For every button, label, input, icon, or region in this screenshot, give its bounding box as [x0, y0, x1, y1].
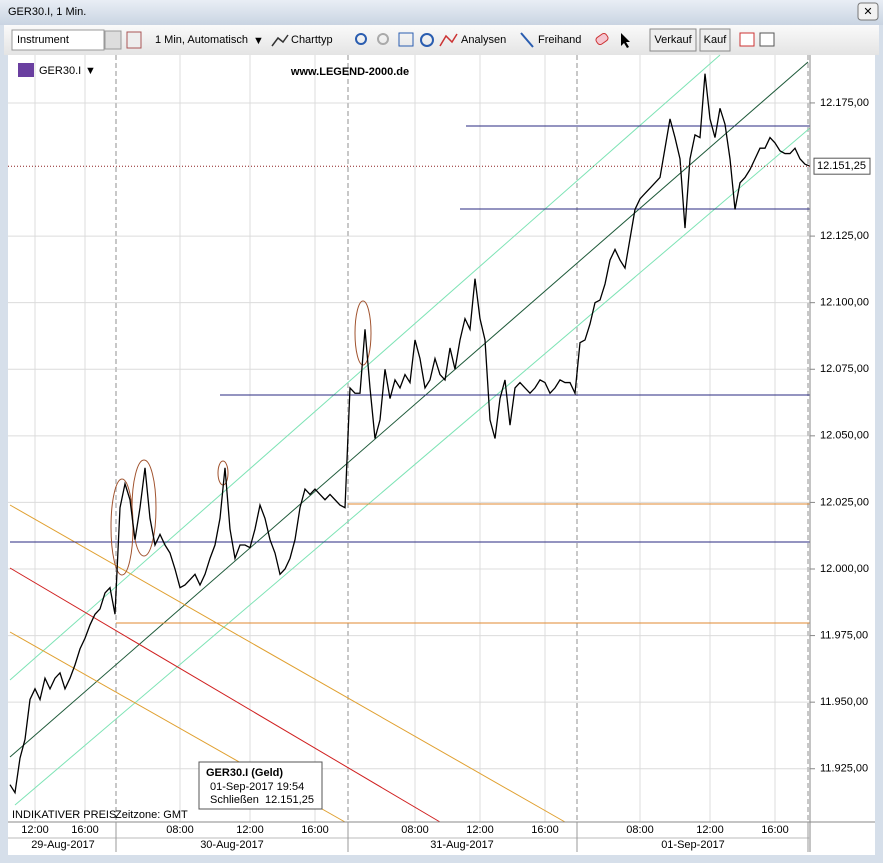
- freehand-menu[interactable]: Freihand: [538, 34, 581, 46]
- date-label: 31-Aug-2017: [430, 839, 494, 851]
- x-tick-label: 08:00: [626, 824, 654, 836]
- buy-button[interactable]: [699, 28, 731, 52]
- last-price-box: [813, 157, 871, 175]
- refresh[interactable]: [420, 33, 434, 47]
- y-tick-label: 12.100,00: [820, 297, 869, 309]
- x-tick-label: 12:00: [21, 824, 49, 836]
- tooltip-close-label: Schließen: [210, 794, 259, 806]
- analysis-icon: [439, 33, 458, 47]
- toolbar: [4, 25, 879, 55]
- indicative-note: INDIKATIVER PREIS: [12, 809, 116, 821]
- x-tick-label: 12:00: [466, 824, 494, 836]
- buy-label: Kauf: [704, 34, 728, 46]
- x-tick-label: 16:00: [531, 824, 559, 836]
- channel-lower: [14, 127, 811, 806]
- analyses-menu[interactable]: Analysen: [461, 34, 506, 46]
- dropdown-arrow: ▼: [253, 35, 264, 47]
- zoom-in[interactable]: [355, 33, 367, 45]
- tooltip: [198, 761, 323, 810]
- x-tick-label: 08:00: [401, 824, 429, 836]
- close-button[interactable]: [857, 2, 879, 21]
- instrument-placeholder: Instrument: [17, 34, 69, 46]
- x-tick-label: 12:00: [696, 824, 724, 836]
- y-tick-label: 12.050,00: [820, 430, 869, 442]
- instrument-input[interactable]: [11, 29, 105, 51]
- pointer[interactable]: [621, 33, 630, 48]
- freehand-icon: [520, 32, 534, 48]
- tooltip-close-value: 12.151,25: [265, 794, 314, 806]
- charttype-menu[interactable]: Charttyp: [291, 34, 333, 46]
- y-tick-label: 12.075,00: [820, 363, 869, 375]
- descending-line: [9, 567, 441, 823]
- y-tick-label: 11.975,00: [820, 629, 868, 641]
- tooltip-title: GER30.I (Geld): [206, 767, 283, 779]
- charttype-icon: [271, 34, 289, 47]
- tooltip-time: 01-Sep-2017 19:54: [210, 781, 304, 793]
- title-bar: [0, 0, 883, 25]
- date-label: 29-Aug-2017: [31, 839, 95, 851]
- channel-upper: [9, 54, 721, 681]
- y-tick-label: 12.025,00: [820, 496, 869, 508]
- watermark: www.LEGEND-2000.de: [290, 66, 409, 78]
- date-label: 30-Aug-2017: [200, 839, 264, 851]
- x-tick-label: 12:00: [236, 824, 264, 836]
- highlight-ellipse: [354, 300, 372, 366]
- trend-line: [9, 61, 809, 758]
- period-menu[interactable]: 1 Min, Automatisch: [155, 34, 248, 46]
- y-tick-label: 11.950,00: [820, 696, 868, 708]
- print-icon[interactable]: [759, 32, 775, 47]
- y-tick-label: 12.175,00: [820, 97, 869, 109]
- sell-label: Verkauf: [654, 34, 692, 46]
- x-tick-label: 08:00: [166, 824, 194, 836]
- close-icon: ✕: [863, 6, 872, 18]
- instrument-button[interactable]: [104, 30, 122, 50]
- y-tick-label: 12.125,00: [820, 230, 869, 242]
- indicator-icon[interactable]: [126, 31, 142, 49]
- date-label: 01-Sep-2017: [661, 839, 725, 851]
- last-price-label: 12.151,25: [817, 160, 866, 172]
- timezone-note: Zeitzone: GMT: [115, 809, 188, 821]
- descending-line: [9, 504, 566, 823]
- window-title: GER30.I, 1 Min.: [8, 6, 86, 18]
- x-tick-label: 16:00: [71, 824, 99, 836]
- symbol-icon: [18, 63, 34, 77]
- chart: GER30.I ▼ www.LEGEND-2000.de INDIKATIVER…: [8, 54, 875, 855]
- zoom-out[interactable]: [377, 33, 389, 45]
- chart-icon[interactable]: [739, 32, 755, 47]
- sell-button[interactable]: [649, 28, 697, 52]
- x-tick-label: 16:00: [301, 824, 329, 836]
- eraser[interactable]: [595, 32, 609, 46]
- symbol: GER30.I: [39, 65, 81, 77]
- highlight-ellipse: [131, 459, 157, 557]
- y-tick-label: 11.925,00: [820, 763, 868, 775]
- x-tick-label: 16:00: [761, 824, 789, 836]
- chart-background: [8, 55, 875, 855]
- y-tick-label: 12.000,00: [820, 563, 869, 575]
- symbol-dropdown[interactable]: ▼: [85, 65, 96, 77]
- price-line: [9, 73, 811, 795]
- autoscale[interactable]: [398, 32, 414, 47]
